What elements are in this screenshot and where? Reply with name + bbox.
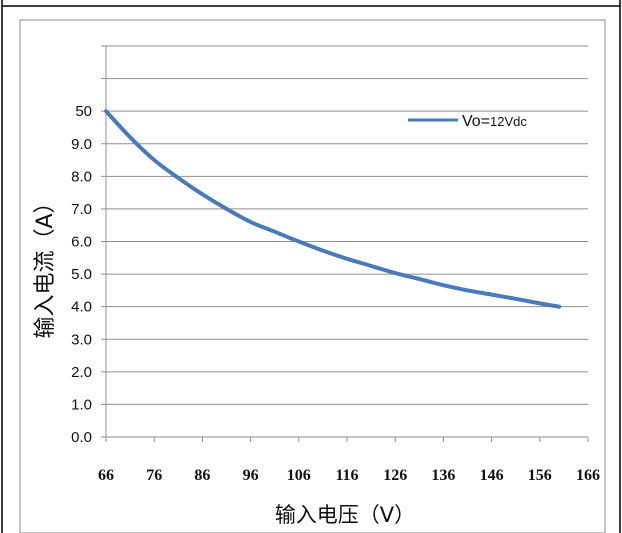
legend-label: Vo=12Vdc [462,113,527,130]
legend: Vo=12Vdc [408,113,527,130]
y-tick-label: 3.0 [71,331,92,348]
x-tick-labels: 66 76 86 96 106 116 126 136 146 156 166 [98,467,600,484]
x-axis-title: 输入电压（V） [275,503,415,527]
legend-label-prefix: Vo= [462,113,490,130]
series-lines [104,109,562,309]
x-tick-label: 166 [576,467,600,484]
x-tick-label: 146 [480,467,504,484]
grid-lines [106,45,588,405]
y-tick-label: 4.0 [71,299,92,316]
x-tick-label: 86 [194,467,210,484]
y-tick-label: 0.0 [71,429,92,446]
y-tick-label: 7.0 [71,201,92,218]
series-line-vo-12vdc [104,109,562,309]
y-tick-label: 9.0 [71,136,92,153]
y-tick-label: 5.0 [71,266,92,283]
y-tick-label: 8.0 [71,168,92,185]
x-tick-label: 136 [431,467,455,484]
y-tick-label: 1.0 [71,396,92,413]
y-tick-label: 6.0 [71,234,92,251]
x-tick-label: 76 [146,467,162,484]
y-tick-label: 2.0 [71,364,92,381]
legend-label-suffix: 12Vdc [490,114,527,129]
y-tick-labels: 0.0 1.0 2.0 3.0 4.0 5.0 6.0 7.0 8.0 9.0 50 [71,103,92,446]
plot-area-border [19,19,606,533]
x-tick-label: 106 [287,467,311,484]
axes [101,45,589,442]
y-axis-title: 输入电流（A） [33,191,58,338]
x-tick-label: 116 [335,467,358,484]
x-tick-label: 66 [98,467,114,484]
y-tick-label: 50 [75,103,92,120]
x-tick-label: 96 [243,467,259,484]
x-tick-label: 156 [528,467,552,484]
x-tick-label: 126 [383,467,407,484]
